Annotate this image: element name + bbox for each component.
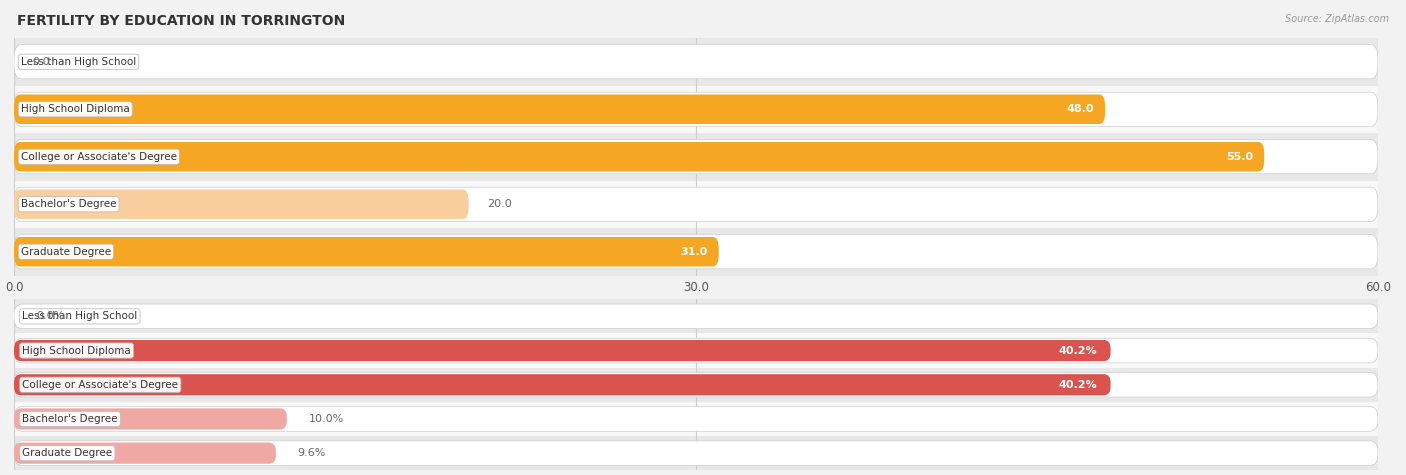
Text: FERTILITY BY EDUCATION IN TORRINGTON: FERTILITY BY EDUCATION IN TORRINGTON: [17, 14, 344, 28]
FancyBboxPatch shape: [14, 45, 1378, 79]
Text: 31.0: 31.0: [681, 247, 707, 257]
Bar: [14, 436, 1378, 470]
Bar: [14, 228, 1378, 276]
FancyBboxPatch shape: [14, 408, 287, 429]
Bar: [14, 368, 1378, 402]
Text: College or Associate's Degree: College or Associate's Degree: [22, 380, 179, 390]
FancyBboxPatch shape: [14, 407, 1378, 431]
Text: Bachelor's Degree: Bachelor's Degree: [22, 414, 118, 424]
FancyBboxPatch shape: [14, 374, 1111, 395]
FancyBboxPatch shape: [14, 441, 1378, 466]
FancyBboxPatch shape: [14, 92, 1378, 126]
Text: 10.0%: 10.0%: [309, 414, 344, 424]
Bar: [14, 38, 1378, 86]
FancyBboxPatch shape: [14, 340, 1111, 361]
Bar: [14, 180, 1378, 228]
Bar: [14, 402, 1378, 436]
Text: Less than High School: Less than High School: [21, 57, 136, 67]
Text: Bachelor's Degree: Bachelor's Degree: [21, 199, 117, 209]
Text: Less than High School: Less than High School: [22, 311, 138, 322]
Text: 40.2%: 40.2%: [1059, 345, 1097, 356]
Bar: [14, 333, 1378, 368]
FancyBboxPatch shape: [14, 338, 1378, 363]
FancyBboxPatch shape: [14, 140, 1378, 174]
Text: 20.0: 20.0: [486, 199, 512, 209]
FancyBboxPatch shape: [14, 235, 1378, 269]
FancyBboxPatch shape: [14, 304, 1378, 329]
FancyBboxPatch shape: [14, 372, 1378, 397]
Text: Source: ZipAtlas.com: Source: ZipAtlas.com: [1285, 14, 1389, 24]
FancyBboxPatch shape: [14, 142, 1264, 171]
Text: College or Associate's Degree: College or Associate's Degree: [21, 152, 177, 162]
FancyBboxPatch shape: [14, 95, 1105, 124]
Text: High School Diploma: High School Diploma: [22, 345, 131, 356]
FancyBboxPatch shape: [14, 190, 468, 219]
Bar: [14, 133, 1378, 180]
FancyBboxPatch shape: [14, 443, 276, 464]
Text: Graduate Degree: Graduate Degree: [22, 448, 112, 458]
FancyBboxPatch shape: [14, 237, 718, 266]
Text: 0.0: 0.0: [32, 57, 49, 67]
Text: 55.0: 55.0: [1226, 152, 1253, 162]
Text: 48.0: 48.0: [1066, 104, 1094, 114]
Text: 40.2%: 40.2%: [1059, 380, 1097, 390]
Text: Graduate Degree: Graduate Degree: [21, 247, 111, 257]
Text: 9.6%: 9.6%: [298, 448, 326, 458]
FancyBboxPatch shape: [14, 187, 1378, 221]
Text: High School Diploma: High School Diploma: [21, 104, 129, 114]
Bar: [14, 86, 1378, 133]
Text: 0.0%: 0.0%: [37, 311, 65, 322]
Bar: [14, 299, 1378, 333]
